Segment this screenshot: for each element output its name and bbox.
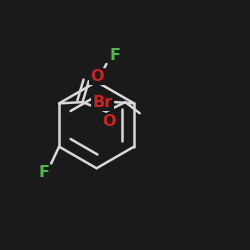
Text: O: O xyxy=(90,69,104,84)
Text: F: F xyxy=(110,48,120,63)
Text: F: F xyxy=(38,164,49,180)
Text: O: O xyxy=(102,114,116,130)
Text: Br: Br xyxy=(92,95,113,110)
